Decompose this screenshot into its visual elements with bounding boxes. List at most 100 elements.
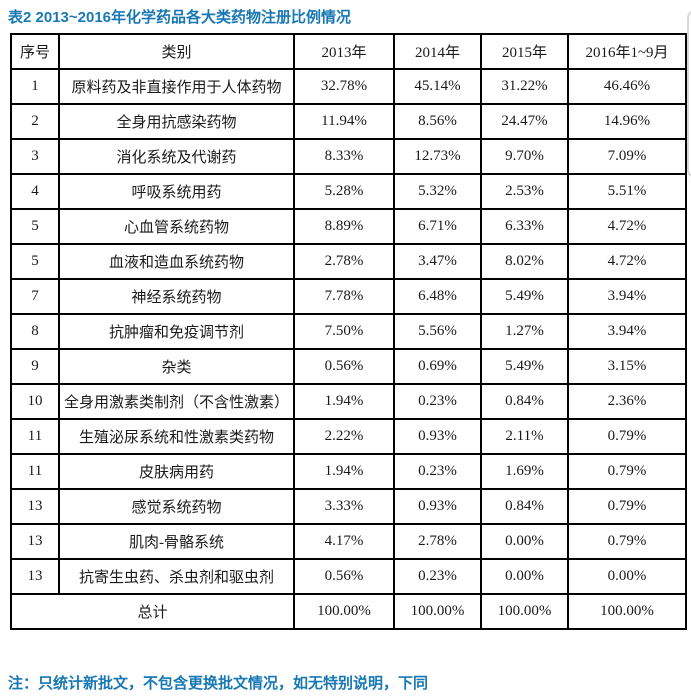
- row-value-cell: 46.46%: [567, 68, 687, 105]
- row-value-cell: 3.94%: [567, 313, 687, 350]
- row-value-cell: 6.48%: [393, 278, 482, 315]
- row-value-cell: 4.72%: [567, 243, 687, 280]
- total-value-cell: 100.00%: [567, 593, 687, 630]
- row-value-cell: 3.47%: [393, 243, 482, 280]
- table-row: 9 杂类 0.56% 0.69% 5.49% 3.15%: [10, 348, 687, 385]
- row-value-cell: 0.79%: [567, 523, 687, 560]
- row-value-cell: 8.89%: [293, 208, 395, 245]
- row-value-cell: 5.49%: [480, 348, 569, 385]
- row-value-cell: 14.96%: [567, 103, 687, 140]
- row-number-cell: 10: [10, 383, 60, 420]
- row-category-cell: 生殖泌尿系统和性激素类药物: [58, 418, 295, 455]
- row-value-cell: 7.78%: [293, 278, 395, 315]
- row-value-cell: 2.53%: [480, 173, 569, 210]
- row-value-cell: 24.47%: [480, 103, 569, 140]
- row-number-cell: 3: [10, 138, 60, 175]
- column-header: 2014年: [393, 33, 482, 70]
- row-value-cell: 5.49%: [480, 278, 569, 315]
- row-value-cell: 0.69%: [393, 348, 482, 385]
- row-category-cell: 消化系统及代谢药: [58, 138, 295, 175]
- row-value-cell: 7.50%: [293, 313, 395, 350]
- row-value-cell: 1.94%: [293, 383, 395, 420]
- row-category-cell: 全身用激素类制剂（不含性激素）: [58, 383, 295, 420]
- row-value-cell: 5.28%: [293, 173, 395, 210]
- row-value-cell: 0.84%: [480, 383, 569, 420]
- row-number-cell: 5: [10, 243, 60, 280]
- row-number-cell: 5: [10, 208, 60, 245]
- table-row: 8 抗肿瘤和免疫调节剂 7.50% 5.56% 1.27% 3.94%: [10, 313, 687, 350]
- row-value-cell: 1.27%: [480, 313, 569, 350]
- row-value-cell: 0.79%: [567, 488, 687, 525]
- row-number-cell: 11: [10, 453, 60, 490]
- row-value-cell: 5.32%: [393, 173, 482, 210]
- right-panel-edge-fragment: [687, 10, 691, 178]
- column-header: 序号: [10, 33, 60, 70]
- row-value-cell: 0.23%: [393, 453, 482, 490]
- row-value-cell: 0.84%: [480, 488, 569, 525]
- row-value-cell: 4.72%: [567, 208, 687, 245]
- row-category-cell: 全身用抗感染药物: [58, 103, 295, 140]
- row-value-cell: 8.33%: [293, 138, 395, 175]
- row-category-cell: 抗肿瘤和免疫调节剂: [58, 313, 295, 350]
- row-value-cell: 9.70%: [480, 138, 569, 175]
- table-row: 4 呼吸系统用药 5.28% 5.32% 2.53% 5.51%: [10, 173, 687, 210]
- row-value-cell: 2.78%: [293, 243, 395, 280]
- page-title: 表2 2013~2016年化学药品各大类药物注册比例情况: [8, 9, 352, 26]
- row-value-cell: 0.00%: [480, 558, 569, 595]
- row-value-cell: 32.78%: [293, 68, 395, 105]
- row-category-cell: 感觉系统药物: [58, 488, 295, 525]
- row-value-cell: 0.93%: [393, 418, 482, 455]
- row-category-cell: 皮肤病用药: [58, 453, 295, 490]
- row-value-cell: 3.94%: [567, 278, 687, 315]
- row-value-cell: 5.56%: [393, 313, 482, 350]
- row-value-cell: 31.22%: [480, 68, 569, 105]
- table-row: 5 血液和造血系统药物 2.78% 3.47% 8.02% 4.72%: [10, 243, 687, 280]
- row-category-cell: 原料药及非直接作用于人体药物: [58, 68, 295, 105]
- row-value-cell: 8.02%: [480, 243, 569, 280]
- row-value-cell: 0.93%: [393, 488, 482, 525]
- total-value-cell: 100.00%: [293, 593, 395, 630]
- row-value-cell: 0.79%: [567, 418, 687, 455]
- row-value-cell: 0.23%: [393, 383, 482, 420]
- registration-ratio-table: 序号 类别 2013年 2014年 2015年 2016年1~9月 1 原料药及非直接作用于…: [10, 33, 687, 630]
- row-value-cell: 0.00%: [480, 523, 569, 560]
- table-row: 13 肌肉-骨骼系统 4.17% 2.78% 0.00% 0.79%: [10, 523, 687, 560]
- row-value-cell: 0.23%: [393, 558, 482, 595]
- table-row: 11 皮肤病用药 1.94% 0.23% 1.69% 0.79%: [10, 453, 687, 490]
- row-value-cell: 1.94%: [293, 453, 395, 490]
- table-row: 13 感觉系统药物 3.33% 0.93% 0.84% 0.79%: [10, 488, 687, 525]
- table-row: 10 全身用激素类制剂（不含性激素） 1.94% 0.23% 0.84% 2.36%: [10, 383, 687, 420]
- row-number-cell: 11: [10, 418, 60, 455]
- column-header: 类别: [58, 33, 295, 70]
- total-value-cell: 100.00%: [393, 593, 482, 630]
- row-value-cell: 3.33%: [293, 488, 395, 525]
- total-label-cell: 总计: [10, 593, 295, 630]
- row-value-cell: 5.51%: [567, 173, 687, 210]
- footnote: 注：只统计新批文，不包含更换批文情况，如无特别说明，下同: [8, 675, 429, 692]
- row-value-cell: 0.00%: [567, 558, 687, 595]
- row-value-cell: 2.78%: [393, 523, 482, 560]
- table-row: 13 抗寄生虫药、杀虫剂和驱虫剂 0.56% 0.23% 0.00% 0.00%: [10, 558, 687, 595]
- table-header-row: 序号 类别 2013年 2014年 2015年 2016年1~9月: [10, 33, 687, 70]
- table-row: 1 原料药及非直接作用于人体药物 32.78% 45.14% 31.22% 46.46%: [10, 68, 687, 105]
- row-number-cell: 9: [10, 348, 60, 385]
- row-number-cell: 4: [10, 173, 60, 210]
- row-value-cell: 1.69%: [480, 453, 569, 490]
- row-value-cell: 11.94%: [293, 103, 395, 140]
- row-value-cell: 7.09%: [567, 138, 687, 175]
- row-value-cell: 6.71%: [393, 208, 482, 245]
- row-category-cell: 神经系统药物: [58, 278, 295, 315]
- row-number-cell: 1: [10, 68, 60, 105]
- row-value-cell: 45.14%: [393, 68, 482, 105]
- row-category-cell: 抗寄生虫药、杀虫剂和驱虫剂: [58, 558, 295, 595]
- row-number-cell: 8: [10, 313, 60, 350]
- row-value-cell: 0.56%: [293, 348, 395, 385]
- column-header: 2015年: [480, 33, 569, 70]
- row-category-cell: 心血管系统药物: [58, 208, 295, 245]
- total-value-cell: 100.00%: [480, 593, 569, 630]
- row-number-cell: 13: [10, 523, 60, 560]
- column-header: 2016年1~9月: [567, 33, 687, 70]
- row-value-cell: 0.56%: [293, 558, 395, 595]
- table-row: 2 全身用抗感染药物 11.94% 8.56% 24.47% 14.96%: [10, 103, 687, 140]
- table-row: 3 消化系统及代谢药 8.33% 12.73% 9.70% 7.09%: [10, 138, 687, 175]
